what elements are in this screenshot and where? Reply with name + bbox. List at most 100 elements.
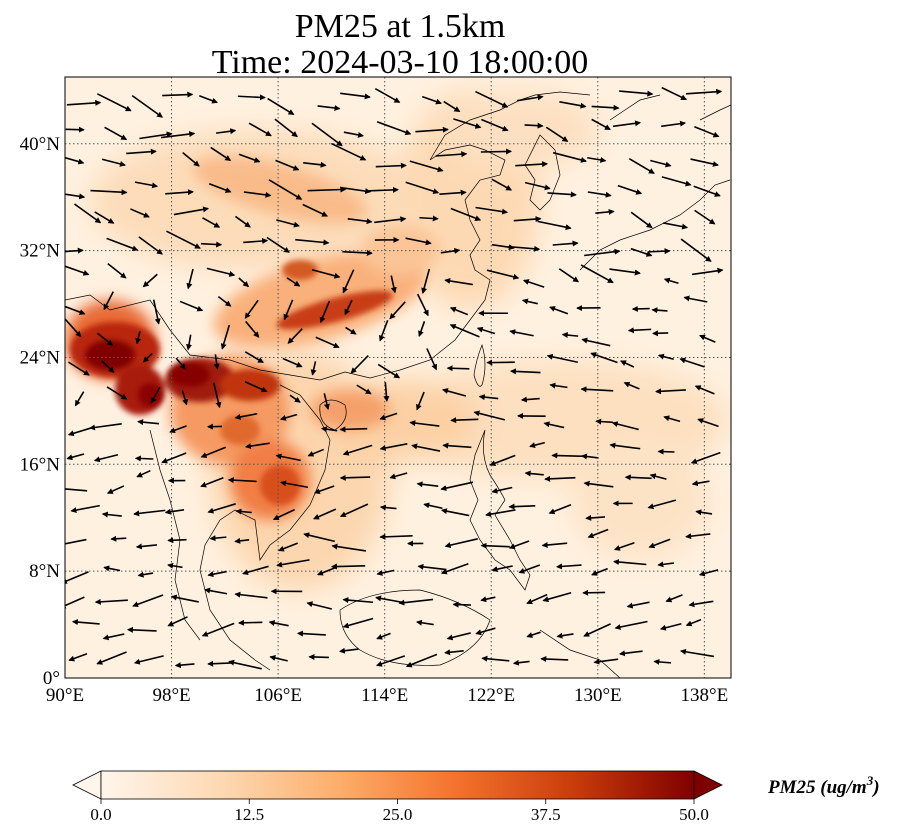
wind-arrow <box>340 186 372 195</box>
wind-arrow <box>142 273 158 288</box>
wind-arrow <box>663 222 689 230</box>
wind-arrow <box>138 236 163 255</box>
wind-arrow <box>685 88 723 95</box>
wind-arrow <box>276 559 310 568</box>
colorbar-extend-min <box>72 770 102 800</box>
wind-arrow <box>558 268 580 283</box>
wind-arrow <box>620 360 635 368</box>
wind-arrow <box>104 126 128 141</box>
wind-arrow <box>244 381 268 393</box>
wind-arrow <box>628 158 655 174</box>
wind-arrow <box>657 353 674 361</box>
wind-arrow <box>631 305 650 312</box>
wind-arrow <box>416 391 425 411</box>
wind-arrow <box>174 662 195 669</box>
wind-arrow <box>130 208 150 218</box>
wind-arrow <box>377 363 401 379</box>
wind-arrow <box>234 412 258 420</box>
wind-arrow <box>521 298 538 305</box>
wind-arrow <box>234 591 268 599</box>
wind-arrow <box>405 181 440 195</box>
wind-arrow <box>126 148 157 155</box>
wind-arrow <box>311 122 343 147</box>
wind-arrow <box>426 348 438 371</box>
wind-arrow <box>220 324 231 350</box>
lon-tick-label: 114°E <box>361 685 408 706</box>
wind-arrow <box>173 206 210 216</box>
wind-arrow <box>580 386 614 393</box>
wind-arrow <box>308 654 330 661</box>
wind-arrow <box>71 619 100 626</box>
wind-arrow <box>68 361 90 376</box>
wind-arrow <box>207 503 236 514</box>
wind-arrow <box>480 148 513 155</box>
wind-arrow <box>182 151 200 167</box>
wind-arrow <box>476 326 496 335</box>
wind-arrow <box>489 454 516 467</box>
wind-arrow <box>697 418 719 428</box>
wind-arrow <box>137 419 160 426</box>
wind-arrow <box>234 537 250 544</box>
wind-arrow <box>694 125 720 138</box>
wind-arrow <box>544 475 576 482</box>
wind-arrow <box>207 570 227 578</box>
wind-arrow <box>248 122 272 137</box>
wind-arrow <box>695 509 713 516</box>
wind-arrow <box>208 182 232 193</box>
wind-arrow <box>266 236 290 253</box>
lat-tick-label: 32°N <box>20 241 61 262</box>
wind-arrow <box>268 620 289 627</box>
wind-arrow <box>103 291 114 311</box>
wind-arrow <box>344 299 353 316</box>
wind-arrow <box>508 503 536 510</box>
wind-arrow <box>101 511 122 518</box>
wind-arrow <box>699 334 716 343</box>
wind-arrow <box>552 151 587 163</box>
coastline-taiwan <box>473 343 486 387</box>
wind-arrow <box>630 247 653 257</box>
wind-arrow <box>450 207 482 221</box>
wind-arrow <box>201 622 235 637</box>
wind-arrow <box>315 336 340 349</box>
wind-arrow <box>591 118 611 131</box>
wind-arrow <box>419 215 439 222</box>
wind-arrow <box>661 176 692 187</box>
wind-arrow <box>342 597 374 604</box>
wind-arrow <box>237 94 266 101</box>
wind-arrow <box>89 422 122 431</box>
wind-arrow <box>690 451 721 464</box>
wind-arrow <box>310 361 317 376</box>
wind-arrow <box>648 248 671 255</box>
wind-arrow <box>272 508 295 521</box>
wind-arrow <box>70 504 100 513</box>
wind-arrow <box>303 161 327 168</box>
wind-arrow <box>542 592 572 603</box>
wind-arrow <box>94 211 115 224</box>
colorbar-tick-label: 12.5 <box>234 805 264 824</box>
lon-tick-label: 106°E <box>254 685 302 706</box>
wind-arrow <box>320 426 338 433</box>
wind-arrow <box>379 442 408 451</box>
wind-arrow <box>338 647 359 654</box>
wind-arrow <box>278 542 298 552</box>
wind-arrow <box>524 470 544 477</box>
wind-arrow <box>93 453 119 463</box>
wind-arrow <box>617 184 643 195</box>
wind-arrow <box>609 442 641 450</box>
wind-arrow <box>405 237 432 246</box>
wind-arrow <box>651 307 668 314</box>
wind-arrow <box>134 455 154 462</box>
colorbar-tick-label: 0.0 <box>90 805 111 824</box>
wind-arrow <box>390 275 397 294</box>
wind-arrow <box>331 142 367 161</box>
wind-arrow <box>611 421 639 431</box>
map-area <box>65 77 731 678</box>
wind-arrow <box>529 441 545 449</box>
coastline-new-guinea <box>539 629 621 678</box>
wind-arrow <box>627 327 652 334</box>
lat-tick-label: 0° <box>43 668 60 689</box>
wind-arrow <box>166 230 201 249</box>
wind-arrow <box>691 267 724 276</box>
wind-arrow <box>65 156 85 165</box>
wind-arrow <box>416 293 429 317</box>
